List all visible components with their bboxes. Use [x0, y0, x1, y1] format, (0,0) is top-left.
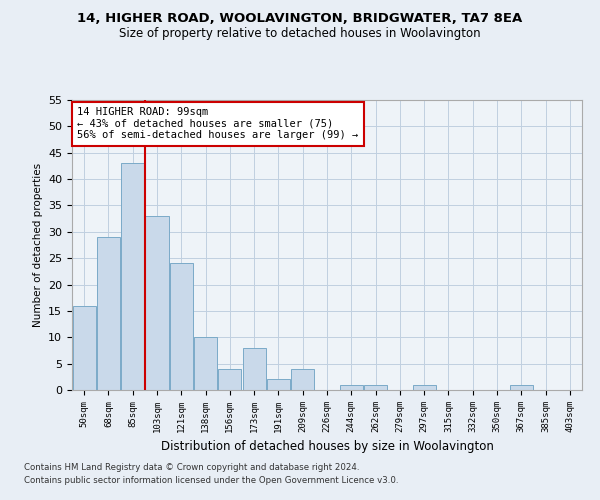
Y-axis label: Number of detached properties: Number of detached properties [32, 163, 43, 327]
Text: Contains HM Land Registry data © Crown copyright and database right 2024.: Contains HM Land Registry data © Crown c… [24, 464, 359, 472]
Bar [145, 216, 169, 390]
Text: 14 HIGHER ROAD: 99sqm
← 43% of detached houses are smaller (75)
56% of semi-deta: 14 HIGHER ROAD: 99sqm ← 43% of detached … [77, 108, 358, 140]
Text: Contains public sector information licensed under the Open Government Licence v3: Contains public sector information licen… [24, 476, 398, 485]
Bar [510, 384, 533, 390]
Bar [97, 237, 120, 390]
Bar [218, 369, 241, 390]
Bar [242, 348, 266, 390]
Bar [194, 338, 217, 390]
X-axis label: Distribution of detached houses by size in Woolavington: Distribution of detached houses by size … [161, 440, 493, 454]
Bar [291, 369, 314, 390]
Text: 14, HIGHER ROAD, WOOLAVINGTON, BRIDGWATER, TA7 8EA: 14, HIGHER ROAD, WOOLAVINGTON, BRIDGWATE… [77, 12, 523, 26]
Bar [340, 384, 363, 390]
Bar [364, 384, 387, 390]
Bar [73, 306, 95, 390]
Bar [121, 164, 144, 390]
Text: Size of property relative to detached houses in Woolavington: Size of property relative to detached ho… [119, 28, 481, 40]
Bar [170, 264, 193, 390]
Bar [413, 384, 436, 390]
Bar [267, 380, 290, 390]
